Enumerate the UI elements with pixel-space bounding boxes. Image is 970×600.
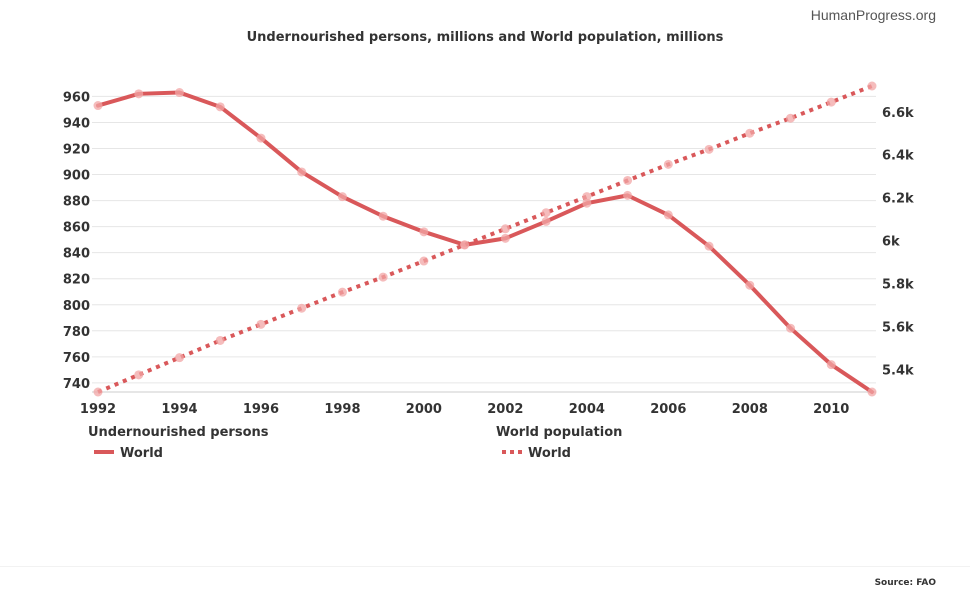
undernourished-point [174,88,184,98]
undernourished-point [297,167,307,177]
population-point [93,387,103,397]
y-axis-left: 740 760 780 800 820 840 860 880 900 920 940 960 [63,90,90,391]
population-point [623,175,633,185]
population-point [215,335,225,345]
y-left-tick-label: 860 [63,221,90,236]
undernourished-point [867,387,877,397]
brand-watermark[interactable]: HumanProgress.org [810,7,936,23]
population-point [867,81,877,91]
population-line [97,84,873,394]
y-right-tick-label: 5.4k [882,363,914,378]
undernourished-point [582,198,592,208]
population-point [663,159,673,169]
undernourished-line [96,90,874,394]
undernourished-point [745,280,755,290]
legend-group-title: Undernourished persons [88,425,269,440]
undernourished-point [500,233,510,243]
series-layer [93,81,877,397]
population-point [582,192,592,202]
undernourished-point [215,102,225,112]
population-point [134,370,144,380]
undernourished-point [256,133,266,143]
undernourished-point [623,190,633,200]
y-right-tick-label: 5.8k [882,278,914,293]
y-left-tick-label: 880 [63,195,90,210]
population-point [297,303,307,313]
population-point [378,272,388,282]
undernourished-point [541,216,551,226]
x-tick-label: 1992 [80,402,116,417]
population-point [541,208,551,218]
x-tick-label: 1996 [243,402,279,417]
y-left-tick-label: 920 [63,143,90,158]
y-left-tick-label: 840 [63,247,90,262]
x-axis: 1992 1994 1996 1998 2000 2002 2004 2006 2008 2010 [80,391,876,417]
undernourished-point [337,192,347,202]
population-point [174,353,184,363]
x-tick-label: 1998 [324,402,360,417]
undernourished-point [378,211,388,221]
legend-group-title: World population [496,425,622,440]
y-left-tick-label: 760 [63,351,90,366]
population-point [256,319,266,329]
population-point [337,287,347,297]
population-point [745,128,755,138]
chart-title: Undernourished persons, millions and Wor… [246,30,724,45]
population-point [500,224,510,234]
undernourished-point [663,210,673,220]
y-left-tick-label: 780 [63,325,90,340]
y-right-tick-label: 6.2k [882,192,914,207]
population-point [786,113,796,123]
population-point [826,97,836,107]
x-tick-label: 2006 [650,402,686,417]
y-right-tick-label: 5.6k [882,321,914,336]
x-tick-label: 2002 [487,402,523,417]
x-tick-label: 2010 [813,402,849,417]
population-point [704,144,714,154]
y-right-tick-label: 6.6k [882,106,914,121]
y-left-tick-label: 940 [63,116,90,131]
x-tick-label: 2008 [732,402,768,417]
y-left-tick-label: 820 [63,273,90,288]
x-tick-label: 2004 [569,402,605,417]
legend: Undernourished persons World World populat… [88,425,622,461]
legend-item-label: World [120,446,163,461]
population-point [419,256,429,266]
undernourished-point [134,89,144,99]
gridlines [92,95,876,384]
y-right-tick-label: 6k [882,235,900,250]
y-left-tick-label: 900 [63,169,90,184]
y-right-tick-label: 6.4k [882,149,914,164]
y-left-tick-label: 800 [63,299,90,314]
undernourished-point [93,101,103,111]
population-point [460,240,470,250]
x-tick-label: 1994 [161,402,197,417]
y-left-tick-label: 960 [63,90,90,105]
x-tick-label: 2000 [406,402,442,417]
undernourished-point [419,227,429,237]
legend-item-label: World [528,446,571,461]
y-axis-right: 5.4k 5.6k 5.8k 6k 6.2k 6.4k 6.6k [882,106,914,379]
undernourished-point [704,241,714,251]
undernourished-point [786,323,796,333]
y-left-tick-label: 740 [63,377,90,392]
source-note: Source: FAO [874,578,936,588]
undernourished-point [826,360,836,370]
footer-divider [0,566,970,567]
